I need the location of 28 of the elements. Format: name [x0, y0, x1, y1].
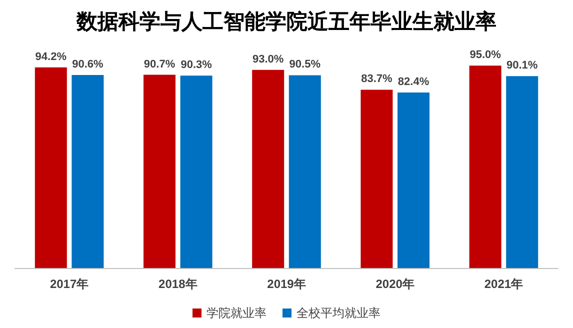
x-tick-label: 2018年: [158, 277, 198, 291]
data-label: 90.1%: [506, 60, 538, 72]
bar: [180, 76, 212, 268]
bar: [144, 74, 176, 268]
data-label: 93.0%: [252, 53, 284, 66]
bar: [252, 70, 284, 268]
bar: [360, 90, 393, 268]
x-tick-label: 2021年: [484, 277, 524, 291]
chart-title: 数据科学与人工智能学院近五年毕业生就业率: [76, 10, 496, 34]
bar: [398, 92, 430, 268]
data-label: 95.0%: [470, 49, 502, 62]
x-tick-label: 2019年: [267, 277, 306, 291]
data-label: 82.4%: [398, 76, 430, 88]
bar: [506, 76, 538, 268]
x-tick-label: 2017年: [50, 277, 89, 291]
data-label: 94.2%: [35, 50, 67, 63]
data-label: 90.5%: [289, 58, 321, 71]
data-label: 83.7%: [361, 73, 393, 86]
legend-label: 学院就业率: [206, 306, 266, 320]
x-tick-label: 2020年: [376, 277, 414, 291]
bar: [469, 66, 502, 268]
bar: [288, 75, 321, 268]
data-label: 90.3%: [180, 59, 212, 72]
bar: [72, 75, 104, 268]
data-label: 90.7%: [144, 58, 176, 70]
legend-label: 全校平均就业率: [296, 306, 380, 320]
bar: [34, 67, 67, 268]
data-label: 90.6%: [72, 58, 104, 71]
